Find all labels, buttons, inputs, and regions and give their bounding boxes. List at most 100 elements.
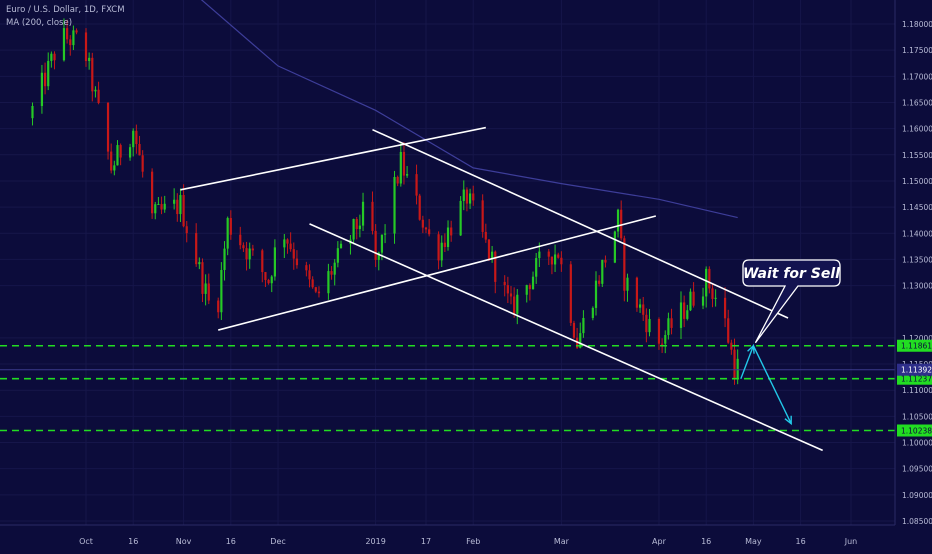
candle-up [462,189,465,201]
candle-up [714,297,717,299]
candle-up [664,335,667,344]
candle-down [443,242,446,247]
candle-up [686,310,689,319]
candle-down [201,262,204,294]
candle-up [579,333,582,348]
candle-down [261,250,264,273]
candle-up [50,53,53,61]
candle-down [711,288,714,299]
candle-down [494,251,497,282]
candle-up [327,271,330,294]
candle-down [569,264,572,323]
level-price-tag: 1.10238 [901,426,932,435]
candle-up [440,242,443,261]
y-tick-label: 1.16500 [902,98,932,107]
x-tick-label: Dec [270,537,285,546]
candle-up [406,174,409,176]
projection-arrowhead-up [747,344,755,354]
candle-down [723,297,727,319]
candle-up [705,268,708,297]
candle-up [336,248,339,263]
candle-down [418,195,421,220]
candle-up [531,276,535,290]
candle-up [601,259,604,284]
candle-down [415,174,418,196]
candle-up [358,225,361,230]
candle-up [223,248,226,270]
y-tick-label: 1.08500 [902,517,932,526]
candle-down [239,234,242,246]
candle-down [374,230,377,260]
trendlines [180,126,823,452]
y-tick-label: 1.15500 [902,151,932,160]
level-price-tag: 1.11861 [901,342,932,351]
candle-down [487,239,491,260]
candle-up [179,195,182,215]
candle-down [437,234,440,261]
symbol-label: Euro / U.S. Dollar, 1D, FXCM [6,5,125,15]
candle-down [450,227,453,236]
projection-arrowhead-down [784,415,792,426]
candle-down [550,256,554,265]
candle-up [679,302,683,328]
candle-down [311,279,314,288]
candle-down [245,248,248,260]
y-tick-label: 1.11000 [902,386,932,395]
candle-up [220,269,223,313]
candle-down [560,257,563,265]
candle-down [604,259,607,263]
x-tick-label: Jun [844,537,858,546]
callout-text: Wait for Sell [743,266,840,282]
y-tick-label: 1.14000 [902,229,932,238]
candle-down [314,287,317,292]
candle-down [727,318,730,343]
candle-down [692,291,695,306]
y-tick-label: 1.17500 [902,46,932,55]
candle-down [506,285,509,294]
candle-down [424,227,428,230]
candle-down [708,268,711,289]
x-tick-label: 17 [421,537,431,546]
x-tick-label: Mar [554,537,570,546]
candle-down [317,291,321,294]
trendline-channel-upper [372,128,789,319]
candle-up [538,251,541,259]
last-price-tag-bg [897,363,932,376]
y-tick-label: 1.13500 [902,255,932,264]
x-tick-label: Oct [79,537,93,546]
x-tick-label: 2019 [365,537,385,546]
candle-down [465,189,469,204]
candle-down [484,231,487,240]
last-price-tag: 1.11392 [901,366,932,375]
level-price-tag-bg [897,339,932,352]
y-tick-label: 1.14500 [902,203,932,212]
candle-down [635,277,639,308]
candle-up [399,151,402,184]
candle-down [402,151,406,176]
y-tick-label: 1.18000 [902,20,932,29]
candle-down [645,314,648,333]
candle-down [97,89,100,103]
candle-down [513,296,516,314]
candle-up [163,203,166,210]
candle-up [273,247,276,277]
candle-up [613,231,616,263]
candle-up [88,57,91,62]
candle-up [113,165,116,171]
indicator-label: MA (200, close) [6,18,73,28]
candle-down [53,53,56,61]
candle-down [91,57,94,92]
x-tick-label: Apr [652,537,667,546]
candle-down [135,130,138,144]
candle-up [736,358,739,379]
candle-up [377,252,380,260]
candle-down [623,238,626,291]
candle-up [638,304,642,308]
trendline-wedge-upper [180,126,486,191]
candle-up [204,283,207,294]
x-tick-label: 16 [128,537,138,546]
candle-up [116,145,119,166]
candle-up [352,219,355,240]
